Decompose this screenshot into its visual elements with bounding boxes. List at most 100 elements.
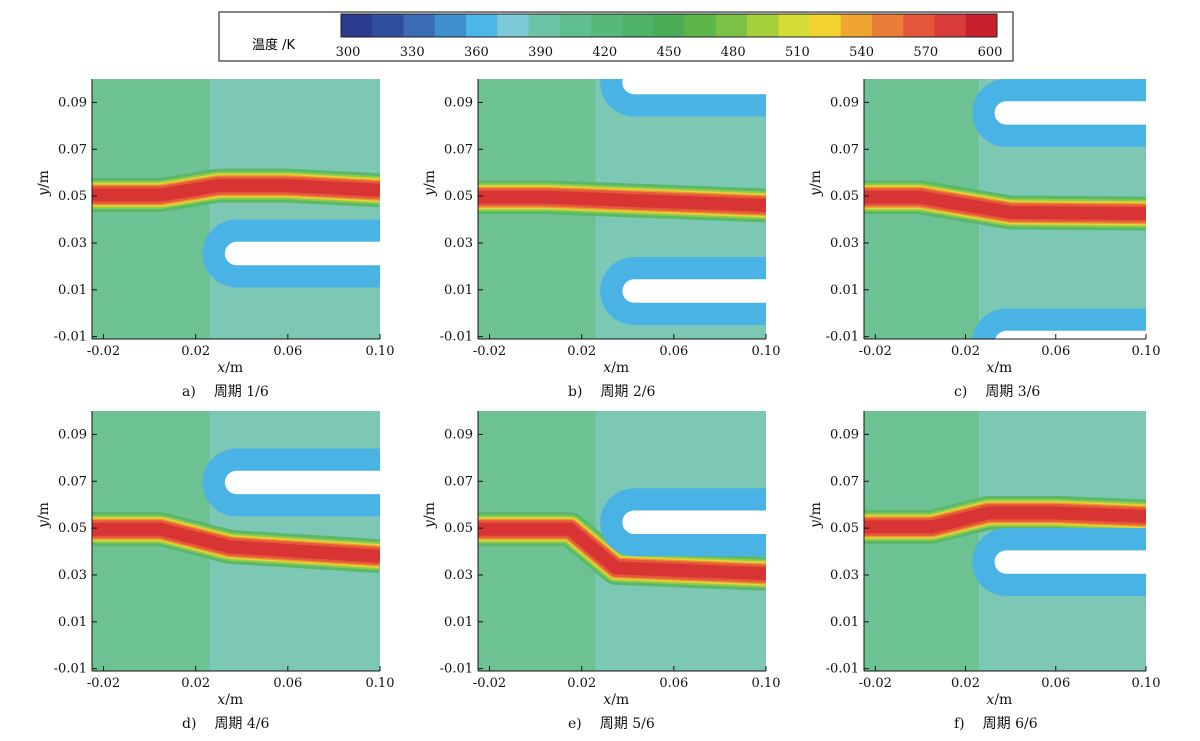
- x-tick-label: 0.02: [951, 676, 980, 691]
- colorbar-tick-label: 480: [721, 45, 746, 60]
- x-tick-label: 0.02: [567, 676, 596, 691]
- y-axis-label: y/m: [422, 170, 438, 197]
- colorbar-cell: [809, 14, 842, 37]
- x-axis-label: x/m: [217, 360, 243, 376]
- colorbar-tick-label: 600: [978, 45, 1003, 60]
- x-tick-label: 0.10: [366, 344, 395, 359]
- colorbar-cell: [341, 14, 373, 37]
- colorbar-cell: [872, 14, 904, 37]
- plate-gap: [622, 79, 766, 95]
- y-tick-label: 0.03: [58, 568, 87, 583]
- y-tick-label: 0.01: [830, 283, 859, 298]
- y-tick-label: 0.05: [830, 189, 859, 204]
- x-tick-label: -0.02: [859, 344, 892, 359]
- colorbar-cell: [934, 14, 967, 37]
- jet-band: [864, 506, 1146, 534]
- x-tick-label: 0.10: [366, 676, 395, 691]
- x-axis-label: x/m: [603, 360, 629, 376]
- x-tick-label: -0.02: [87, 344, 120, 359]
- y-tick-label: 0.03: [830, 236, 859, 251]
- x-axis-label: x/m: [217, 692, 243, 708]
- colorbar-tick-label: 390: [528, 45, 553, 60]
- y-axis-label: y/m: [36, 170, 52, 197]
- x-tick-label: 0.02: [567, 344, 596, 359]
- panel-caption: c) 周期 3/6: [954, 384, 1040, 400]
- y-tick-label: 0.03: [444, 568, 473, 583]
- plate-gap: [994, 101, 1146, 125]
- x-tick-label: 0.06: [273, 676, 302, 691]
- colorbar-tick-label: 570: [913, 45, 938, 60]
- downstream-zone: [209, 79, 380, 339]
- heatmap-field: [478, 79, 766, 339]
- x-tick-label: 0.06: [273, 344, 302, 359]
- panel-caption: d) 周期 4/6: [182, 716, 270, 732]
- y-tick-label: 0.03: [444, 236, 473, 251]
- panel-c: -0.02 0.02 0.06 0.10 0.09 0.07 0.05 0.03 0.01 -0.…: [808, 79, 1161, 400]
- y-tick-label: 0.01: [830, 615, 859, 630]
- colorbar-cell: [622, 14, 654, 37]
- panel-a: -0.02 0.02 0.06 0.10 0.09 0.07 0.05 0.03 0.01 -0.…: [36, 79, 395, 400]
- colorbar-cell: [903, 14, 935, 37]
- colorbar-tick-label: 330: [400, 45, 425, 60]
- y-tick-label: -0.01: [440, 330, 473, 345]
- colorbar-outline: [340, 13, 998, 38]
- y-tick-label: 0.07: [830, 474, 859, 489]
- panel-caption: f) 周期 6/6: [954, 716, 1038, 732]
- x-tick-label: 0.06: [1041, 344, 1070, 359]
- x-axis-label: x/m: [986, 692, 1012, 708]
- y-tick-label: -0.01: [826, 662, 859, 677]
- plate-gap: [224, 470, 380, 495]
- colorbar-tick-label: 510: [785, 45, 810, 60]
- colorbar-cell: [778, 14, 810, 37]
- x-tick-label: 0.02: [181, 676, 210, 691]
- x-tick-label: -0.02: [473, 676, 506, 691]
- y-tick-label: 0.09: [444, 95, 473, 110]
- y-tick-label: -0.01: [54, 662, 87, 677]
- y-axis-label: y/m: [422, 502, 438, 529]
- colorbar-cell: [840, 14, 873, 37]
- y-tick-label: 0.03: [58, 236, 87, 251]
- y-tick-label: 0.07: [58, 142, 87, 157]
- x-tick-label: 0.06: [659, 344, 688, 359]
- colorbar-cell: [528, 14, 560, 37]
- colorbar-tick-label: 300: [336, 45, 361, 60]
- x-tick-label: 0.02: [181, 344, 210, 359]
- colorbar-cell: [965, 14, 998, 37]
- jet-band: [92, 522, 380, 563]
- x-tick-label: 0.10: [1132, 344, 1161, 359]
- plate-gap: [622, 279, 766, 303]
- x-tick-label: 0.10: [752, 676, 781, 691]
- colorbar-cell: [684, 14, 717, 37]
- panel-e: -0.02 0.02 0.06 0.10 0.09 0.07 0.05 0.03 0.01 -0.…: [422, 411, 781, 732]
- x-tick-label: 0.10: [1132, 676, 1161, 691]
- jet-band: [478, 190, 766, 212]
- y-tick-label: 0.03: [830, 568, 859, 583]
- y-tick-label: 0.01: [444, 615, 473, 630]
- colorbar-cell: [747, 14, 779, 37]
- x-tick-label: 0.10: [752, 344, 781, 359]
- y-tick-label: 0.07: [830, 142, 859, 157]
- y-tick-label: 0.01: [58, 283, 87, 298]
- y-tick-label: 0.07: [444, 474, 473, 489]
- panel-b: -0.02 0.02 0.06 0.10 0.09 0.07 0.05 0.03 0.01 -0.…: [422, 79, 781, 400]
- panel-caption: e) 周期 5/6: [568, 716, 655, 732]
- panel-caption: b) 周期 2/6: [568, 384, 656, 400]
- x-axis-label: x/m: [603, 692, 629, 708]
- plate-gap: [622, 510, 766, 534]
- x-axis-label: x/m: [986, 360, 1012, 376]
- y-axis-label: y/m: [808, 170, 824, 197]
- colorbar-title: 温度 /K: [252, 37, 296, 53]
- colorbar-cell: [403, 14, 436, 37]
- panel-f: -0.02 0.02 0.06 0.10 0.09 0.07 0.05 0.03 0.01 -0.…: [808, 411, 1161, 732]
- colorbar-cell: [590, 14, 623, 37]
- plate-gap: [995, 330, 1146, 339]
- x-tick-label: -0.02: [473, 344, 506, 359]
- heatmap-field: [92, 411, 380, 671]
- colorbar: 温度 /K 300 330 360 390 420 450 480 510 540 570 600: [218, 11, 1014, 62]
- y-tick-label: -0.01: [440, 662, 473, 677]
- y-tick-label: 0.01: [444, 283, 473, 298]
- plate-gap: [994, 550, 1146, 574]
- y-axis-label: y/m: [808, 502, 824, 529]
- y-tick-label: 0.07: [58, 474, 87, 489]
- x-tick-label: 0.06: [659, 676, 688, 691]
